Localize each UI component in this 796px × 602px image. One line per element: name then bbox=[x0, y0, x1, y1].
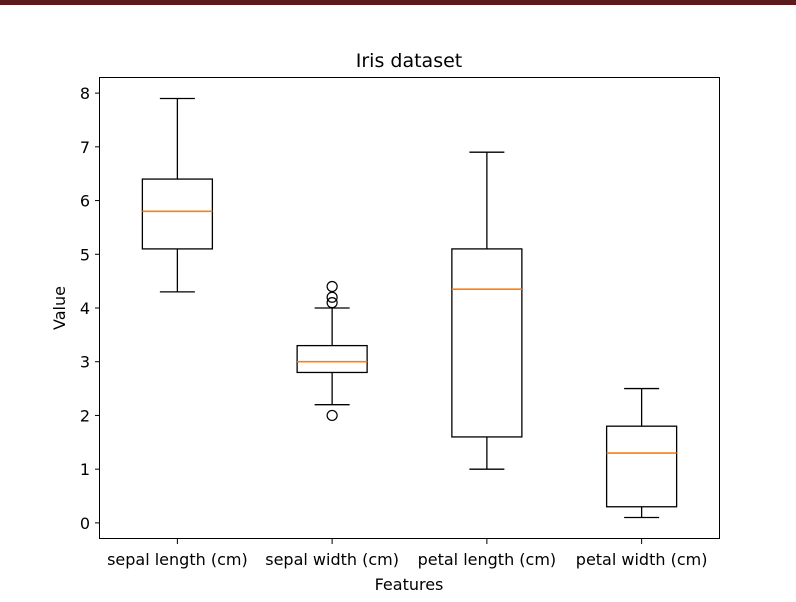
y-tick-label: 4 bbox=[80, 299, 90, 318]
y-tick-label: 0 bbox=[80, 514, 90, 533]
outlier-point bbox=[326, 291, 338, 303]
box-iqr bbox=[605, 425, 678, 508]
outlier-point bbox=[326, 409, 338, 422]
box-group bbox=[296, 280, 368, 422]
box-group bbox=[451, 151, 523, 470]
box-group bbox=[605, 387, 678, 519]
x-tick-label: sepal length (cm) bbox=[107, 550, 248, 569]
y-tick-label: 6 bbox=[80, 192, 90, 211]
outlier-point bbox=[326, 280, 338, 293]
x-tick-label: petal length (cm) bbox=[418, 550, 557, 569]
box-group bbox=[141, 97, 214, 293]
box-iqr bbox=[141, 178, 214, 250]
window-accent-bar bbox=[0, 0, 796, 5]
y-tick-label: 5 bbox=[80, 245, 90, 264]
outlier-point bbox=[326, 297, 338, 309]
boxes bbox=[141, 97, 678, 519]
y-tick-label: 8 bbox=[80, 84, 90, 103]
y-tick-label: 7 bbox=[80, 138, 90, 157]
plot-frame bbox=[99, 77, 720, 539]
y-tick-label: 2 bbox=[80, 406, 90, 425]
axis-ticks: 0 1 2 3 4 5 6 7 8 sepal length (cm) sepal width (c… bbox=[80, 84, 708, 569]
y-tick-label: 3 bbox=[80, 353, 90, 372]
chart-title: Iris dataset bbox=[356, 50, 462, 72]
y-axis-label: Value bbox=[50, 286, 69, 330]
y-tick-label: 1 bbox=[80, 460, 90, 479]
x-tick-label: petal width (cm) bbox=[576, 550, 708, 569]
box-iqr bbox=[451, 248, 523, 438]
x-axis-label: Features bbox=[375, 575, 444, 594]
x-tick-label: sepal width (cm) bbox=[265, 550, 399, 569]
box-iqr bbox=[296, 344, 368, 374]
